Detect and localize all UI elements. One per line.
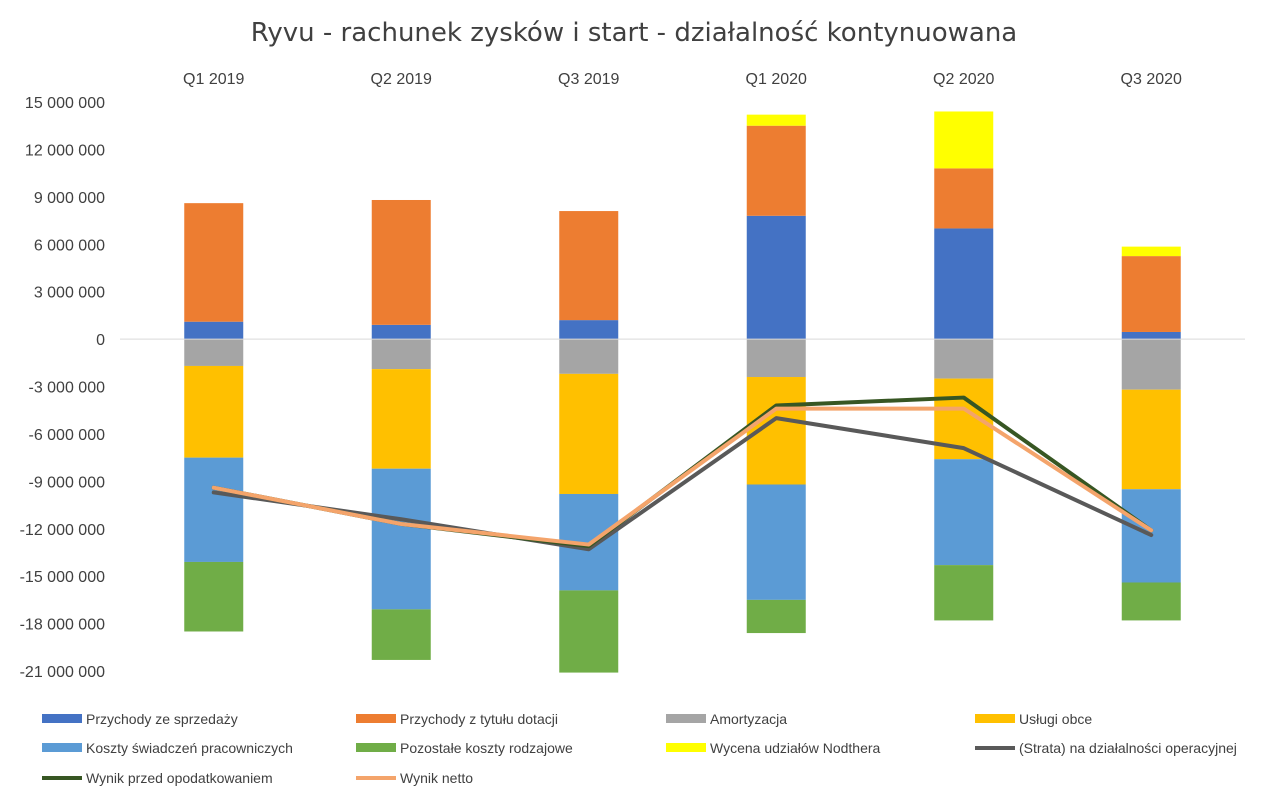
bar-segment xyxy=(371,324,431,340)
legend-label: Amortyzacja xyxy=(710,711,787,727)
bar-segment xyxy=(746,114,806,126)
bar-segment xyxy=(934,459,994,566)
x-tick-label: Q3 2020 xyxy=(1121,71,1182,88)
series-line xyxy=(211,406,1154,547)
y-tick-label: 6 000 000 xyxy=(34,237,105,254)
bar-segment xyxy=(184,321,244,340)
bar-segment xyxy=(746,484,806,600)
bar-segment xyxy=(1121,339,1181,390)
bar-segment xyxy=(371,609,431,660)
bar-segment xyxy=(1121,246,1181,257)
x-tick-label: Q2 2019 xyxy=(371,71,432,88)
lines xyxy=(211,395,1154,552)
y-tick-label: -12 000 000 xyxy=(20,522,106,539)
y-tick-label: -18 000 000 xyxy=(20,617,106,634)
bar-segment xyxy=(559,211,619,321)
legend-label: Koszty świadczeń pracowniczych xyxy=(86,740,293,756)
bar-segment xyxy=(184,365,244,458)
legend-swatch xyxy=(975,714,1015,723)
bar-segment xyxy=(1121,256,1181,332)
y-tick-label: 12 000 000 xyxy=(25,142,105,159)
legend-label: Wynik przed opodatkowaniem xyxy=(86,770,273,786)
legend-swatch xyxy=(42,714,82,723)
x-tick-label: Q2 2020 xyxy=(933,71,994,88)
bar-segment xyxy=(371,339,431,370)
y-tick-label: -15 000 000 xyxy=(20,569,106,586)
legend-label: Usługi obce xyxy=(1019,711,1092,727)
y-tick-label: -6 000 000 xyxy=(28,427,105,444)
legend-swatch xyxy=(42,743,82,752)
bar-segment xyxy=(746,125,806,216)
bars xyxy=(184,111,1181,673)
x-tick-label: Q1 2020 xyxy=(746,71,807,88)
bar-segment xyxy=(746,339,806,378)
y-tick-label: 3 000 000 xyxy=(34,285,105,302)
bar-segment xyxy=(934,228,994,340)
y-tick-label: 9 000 000 xyxy=(34,190,105,207)
legend-swatch xyxy=(356,714,396,723)
bar-segment xyxy=(934,111,994,169)
series-line xyxy=(211,416,1154,552)
legend-label: (Strata) na działalności operacyjnej xyxy=(1019,740,1237,756)
legend-label: Pozostałe koszty rodzajowe xyxy=(400,740,573,756)
bar-segment xyxy=(371,199,431,325)
y-tick-label: -21 000 000 xyxy=(20,664,106,681)
bar-segment xyxy=(746,599,806,634)
chart-title: Ryvu - rachunek zysków i start - działal… xyxy=(250,18,1018,48)
bar-segment xyxy=(184,561,244,632)
bar-segment xyxy=(934,168,994,229)
x-tick-label: Q1 2019 xyxy=(183,71,244,88)
y-tick-label: -9 000 000 xyxy=(28,474,105,491)
bar-segment xyxy=(1121,331,1181,340)
legend-label: Wycena udziałów Nodthera xyxy=(710,740,881,756)
legend-label: Przychody z tytułu dotacji xyxy=(400,711,558,727)
legend: Przychody ze sprzedaży Przychody z tytułu… xyxy=(42,711,1237,786)
legend-swatch xyxy=(666,743,706,752)
bar-segment xyxy=(184,203,244,322)
y-tick-label: -3 000 000 xyxy=(28,380,105,397)
bar-segment xyxy=(559,590,619,673)
bar-segment xyxy=(559,373,619,494)
y-tick-label: 15 000 000 xyxy=(25,95,105,112)
bar-segment xyxy=(371,369,431,469)
bar-segment xyxy=(1121,389,1181,490)
bar-segment xyxy=(1121,582,1181,621)
y-tick-label: 0 xyxy=(96,332,105,349)
bar-segment xyxy=(559,320,619,340)
legend-swatch xyxy=(666,714,706,723)
y-axis: 15 000 000 12 000 000 9 000 000 6 000 000 3 … xyxy=(20,95,106,681)
bar-segment xyxy=(934,339,994,379)
legend-label: Przychody ze sprzedaży xyxy=(86,711,238,727)
bar-segment xyxy=(371,468,431,610)
bar-segment xyxy=(934,565,994,621)
bar-segment xyxy=(184,339,244,366)
legend-swatch xyxy=(356,743,396,752)
bar-segment xyxy=(184,457,244,562)
x-axis-categories: Q1 2019 Q2 2019 Q3 2019 Q1 2020 Q2 2020 Q3 20… xyxy=(183,71,1182,88)
bar-segment xyxy=(559,339,619,374)
legend-label: Wynik netto xyxy=(400,770,473,786)
bar-segment xyxy=(746,215,806,340)
x-tick-label: Q3 2019 xyxy=(558,71,619,88)
